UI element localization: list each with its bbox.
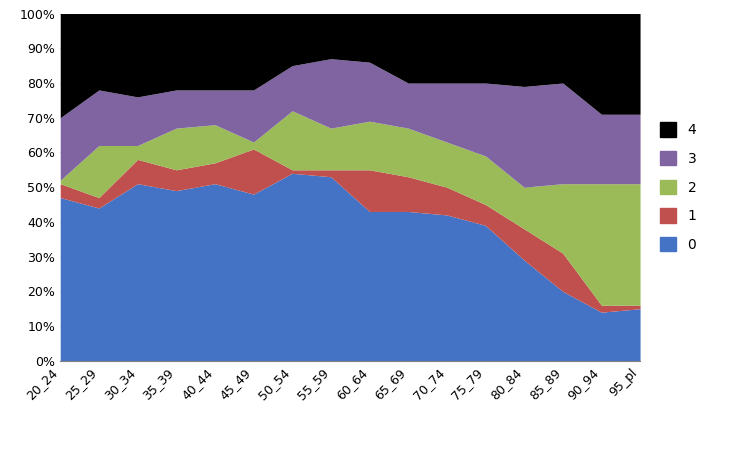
Legend: 4, 3, 2, 1, 0: 4, 3, 2, 1, 0 — [653, 115, 703, 259]
